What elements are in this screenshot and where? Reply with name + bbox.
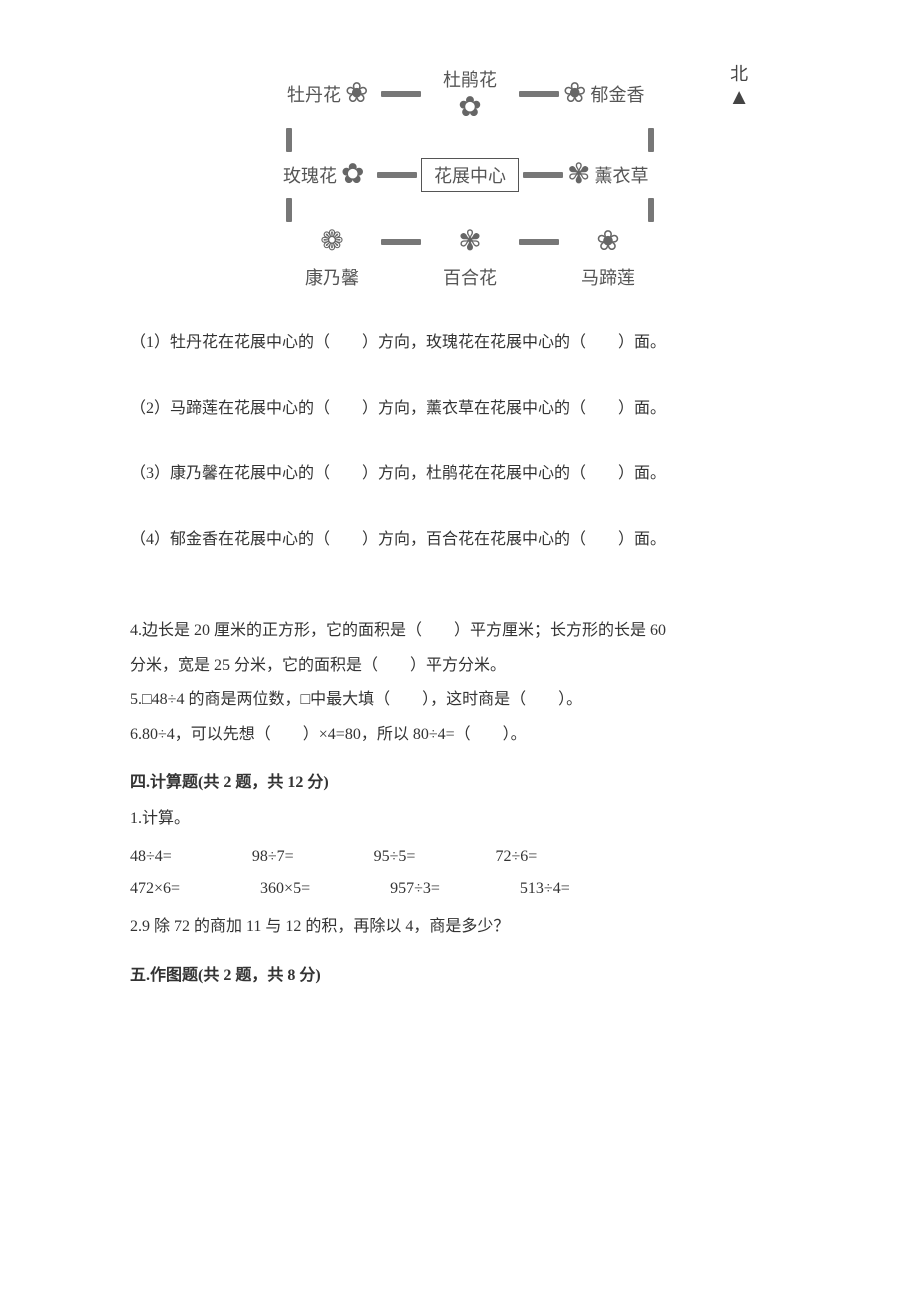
calc-item: 513÷4=	[520, 880, 570, 898]
connector	[377, 172, 417, 178]
calc-item: 72÷6=	[495, 848, 537, 866]
section-5-title: 五.作图题(共 2 题，共 8 分)	[130, 961, 810, 985]
connector	[523, 172, 563, 178]
label-lily: 百合花	[443, 264, 497, 290]
sec4-q1-label: 1.计算。	[130, 804, 810, 834]
section-4-title: 四.计算题(共 2 题，共 12 分)	[130, 768, 810, 792]
question-5: 5.□48÷4 的商是两位数，□中最大填（ ），这时商是（ ）。	[130, 685, 810, 715]
compass: 北 ▲	[728, 60, 750, 108]
question-3-2: （2）马蹄莲在花展中心的（ ）方向，薰衣草在花展中心的（ ）面。	[130, 396, 810, 422]
question-6: 6.80÷4，可以先想（ ）×4=80，所以 80÷4=（ ）。	[130, 720, 810, 750]
question-3-1: （1）牡丹花在花展中心的（ ）方向，玫瑰花在花展中心的（ ）面。	[130, 330, 810, 356]
connector	[381, 239, 421, 245]
question-3-4: （4）郁金香在花展中心的（ ）方向，百合花在花展中心的（ ）面。	[130, 527, 810, 553]
compass-label: 北	[730, 64, 748, 84]
calc-item: 48÷4=	[130, 848, 172, 866]
question-4-line2: 分米，宽是 25 分米，它的面积是（ ）平方分米。	[130, 651, 810, 681]
calc-item: 360×5=	[260, 880, 310, 898]
lavender-icon: ✾	[567, 161, 590, 189]
label-lavender: 薰衣草	[594, 162, 648, 188]
rose-icon: ✿	[341, 161, 364, 189]
connector	[648, 128, 654, 152]
calc-item: 95÷5=	[374, 848, 416, 866]
sec4-q2: 2.9 除 72 的商加 11 与 12 的积，再除以 4，商是多少？	[130, 912, 810, 942]
calc-item: 472×6=	[130, 880, 180, 898]
calc-item: 98÷7=	[252, 848, 294, 866]
compass-arrow-icon: ▲	[728, 86, 750, 108]
page: 北 ▲ 牡丹花 ❀ 杜鹃花 ✿ ❀ 郁金香	[0, 0, 920, 1057]
calc-item: 957÷3=	[390, 880, 440, 898]
connector	[286, 128, 292, 152]
connector	[519, 91, 559, 97]
connector	[519, 239, 559, 245]
calc-row-2: 472×6= 360×5= 957÷3= 513÷4=	[130, 880, 810, 898]
question-4-line1: 4.边长是 20 厘米的正方形，它的面积是（ ）平方厘米；长方形的长是 60	[130, 616, 810, 646]
calla-icon: ❀	[596, 228, 619, 256]
connector	[286, 198, 292, 222]
label-azalea: 杜鹃花	[443, 66, 497, 92]
lily-icon: ✾	[458, 228, 481, 256]
connector	[648, 198, 654, 222]
center-box: 花展中心	[421, 158, 519, 192]
peony-icon: ❀	[345, 80, 368, 108]
label-tulip: 郁金香	[590, 81, 644, 107]
calc-row-1: 48÷4= 98÷7= 95÷5= 72÷6=	[130, 848, 810, 866]
connector	[381, 91, 421, 97]
tulip-icon: ❀	[563, 80, 586, 108]
flower-diagram: 北 ▲ 牡丹花 ❀ 杜鹃花 ✿ ❀ 郁金香	[230, 66, 710, 290]
label-calla: 马蹄莲	[581, 264, 635, 290]
question-3-3: （3）康乃馨在花展中心的（ ）方向，杜鹃花在花展中心的（ ）面。	[130, 461, 810, 487]
label-carnation: 康乃馨	[305, 264, 359, 290]
label-peony: 牡丹花	[287, 81, 341, 107]
label-rose: 玫瑰花	[283, 162, 337, 188]
carnation-icon: ❁	[320, 228, 343, 256]
azalea-icon: ✿	[458, 94, 481, 122]
